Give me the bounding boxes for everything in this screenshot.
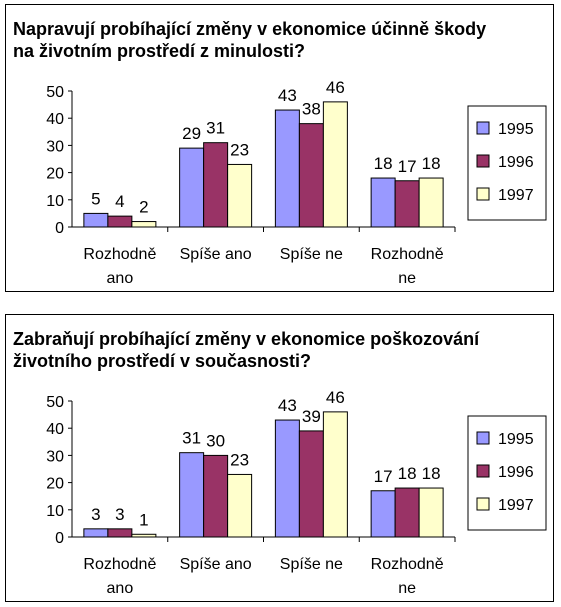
data-label: 38	[302, 100, 321, 119]
y-tick-label: 40	[46, 111, 64, 128]
bar	[322, 411, 348, 538]
data-label: 4	[115, 192, 124, 211]
bar	[370, 177, 396, 228]
bar	[83, 528, 109, 538]
bar-chart-1: Napravují probíhající změny v ekonomice …	[13, 19, 547, 287]
bar	[227, 473, 253, 538]
data-label: 17	[398, 157, 417, 176]
legend-swatch	[476, 464, 490, 478]
category-label: Spíše ano	[180, 246, 252, 263]
bar	[227, 163, 253, 228]
chart-title-line: na životním prostředí z minulosti?	[13, 41, 305, 61]
legend-swatch	[476, 154, 490, 168]
bar	[107, 528, 133, 538]
category-label: ano	[107, 270, 134, 287]
legend-label: 1996	[498, 154, 534, 171]
y-tick-label: 10	[46, 503, 64, 520]
data-label: 3	[91, 505, 100, 524]
bar	[203, 142, 229, 228]
data-label: 17	[374, 467, 393, 486]
data-label: 39	[302, 407, 321, 426]
legend-swatch	[476, 431, 490, 445]
data-label: 5	[91, 189, 100, 208]
data-label: 46	[326, 78, 345, 97]
legend-label: 1996	[498, 464, 534, 481]
data-label: 23	[230, 140, 249, 159]
y-tick-label: 50	[46, 394, 64, 411]
bar	[131, 533, 157, 538]
data-label: 1	[139, 510, 148, 529]
chart-panel-1: Napravují probíhající změny v ekonomice …	[5, 4, 554, 292]
bar	[370, 490, 396, 538]
data-label: 18	[398, 464, 417, 483]
category-label: Spíše ano	[180, 556, 252, 573]
bar	[274, 419, 300, 538]
bar	[107, 215, 133, 228]
data-label: 29	[182, 124, 201, 143]
bar	[322, 101, 348, 228]
legend-label: 1995	[498, 121, 534, 138]
y-tick-label: 10	[46, 193, 64, 210]
category-label: Rozhodně	[83, 556, 156, 573]
category-label: Spíše ne	[280, 556, 343, 573]
bar	[418, 177, 444, 228]
legend-label: 1997	[498, 187, 534, 204]
data-label: 43	[278, 86, 297, 105]
data-label: 31	[206, 119, 225, 138]
data-label: 18	[422, 154, 441, 173]
category-label: ne	[398, 270, 416, 287]
y-tick-label: 20	[46, 476, 64, 493]
category-label: ano	[107, 580, 134, 597]
bar	[418, 487, 444, 538]
y-tick-label: 40	[46, 421, 64, 438]
category-label: Rozhodně	[83, 246, 156, 263]
y-tick-label: 50	[46, 84, 64, 101]
y-tick-label: 0	[55, 530, 64, 547]
bar	[203, 454, 229, 538]
bar	[131, 221, 157, 228]
chart-title-line: Zabraňují probíhající změny v ekonomice …	[13, 329, 480, 349]
data-label: 43	[278, 396, 297, 415]
bar	[298, 123, 324, 228]
data-label: 18	[422, 464, 441, 483]
category-label: Rozhodně	[371, 556, 444, 573]
category-label: ne	[398, 580, 416, 597]
bar-chart-2: Zabraňují probíhající změny v ekonomice …	[13, 329, 547, 597]
legend-swatch	[476, 121, 490, 135]
data-label: 31	[182, 429, 201, 448]
legend-swatch	[476, 497, 490, 511]
data-label: 23	[230, 450, 249, 469]
legend-label: 1995	[498, 431, 534, 448]
y-tick-label: 30	[46, 448, 64, 465]
legend-label: 1997	[498, 497, 534, 514]
data-label: 18	[374, 154, 393, 173]
bar	[394, 180, 420, 228]
bar	[179, 147, 205, 228]
bar	[394, 487, 420, 538]
y-tick-label: 30	[46, 138, 64, 155]
bar	[179, 452, 205, 538]
category-label: Spíše ne	[280, 246, 343, 263]
y-tick-label: 20	[46, 166, 64, 183]
chart-title-line: Napravují probíhající změny v ekonomice …	[13, 19, 486, 39]
data-label: 2	[139, 198, 148, 217]
data-label: 3	[115, 505, 124, 524]
bar	[274, 109, 300, 228]
chart-panel-2: Zabraňují probíhající změny v ekonomice …	[5, 314, 554, 602]
category-label: Rozhodně	[371, 246, 444, 263]
chart-title-line: životního prostředí v současnosti?	[13, 351, 311, 371]
bar	[298, 430, 324, 538]
data-label: 46	[326, 388, 345, 407]
legend-swatch	[476, 187, 490, 201]
data-label: 30	[206, 431, 225, 450]
y-tick-label: 0	[55, 220, 64, 237]
bar	[83, 212, 109, 228]
